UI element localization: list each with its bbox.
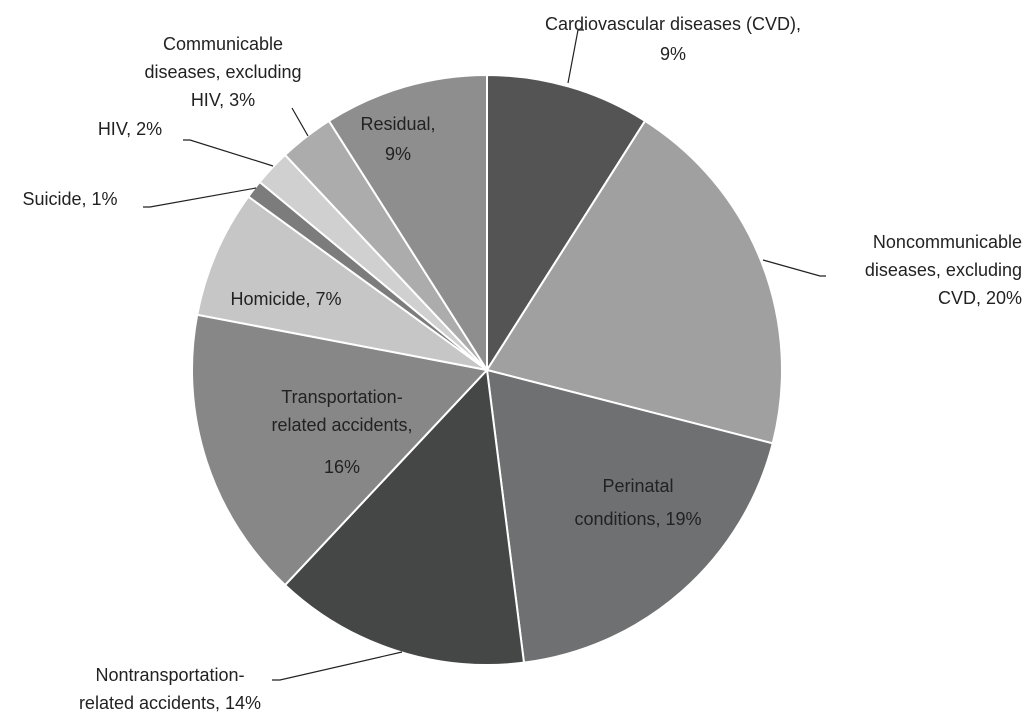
data-label: Residual, bbox=[360, 114, 435, 134]
data-label: Suicide, 1% bbox=[22, 189, 117, 209]
data-label: Homicide, 7% bbox=[230, 289, 341, 309]
data-label: related accidents, bbox=[271, 415, 412, 435]
data-label: HIV, 2% bbox=[98, 119, 162, 139]
data-label: 9% bbox=[385, 144, 411, 164]
data-label: diseases, excluding bbox=[144, 62, 301, 82]
leader-line bbox=[272, 651, 403, 681]
data-label: 9% bbox=[660, 44, 686, 64]
data-label: Cardiovascular diseases (CVD), bbox=[545, 14, 801, 34]
leader-line bbox=[183, 139, 274, 167]
data-label: Perinatal bbox=[602, 476, 673, 496]
data-label: Communicable bbox=[163, 34, 283, 54]
pie-slice bbox=[283, 367, 526, 666]
data-label: Noncommunicable bbox=[873, 232, 1022, 252]
pie-slice bbox=[191, 313, 489, 587]
data-label: Nontransportation- bbox=[95, 665, 244, 685]
leader-line bbox=[762, 259, 826, 277]
data-label: diseases, excluding bbox=[865, 260, 1022, 280]
leader-line bbox=[291, 107, 309, 137]
data-label: CVD, 20% bbox=[938, 288, 1022, 308]
data-label: related accidents, 14% bbox=[79, 693, 261, 713]
pie-slice bbox=[485, 119, 783, 445]
data-label: HIV, 3% bbox=[191, 90, 255, 110]
leader-line bbox=[143, 187, 257, 208]
data-label: 16% bbox=[324, 457, 360, 477]
pie-slice bbox=[327, 73, 488, 374]
leader-line bbox=[567, 29, 584, 84]
pie-slice bbox=[485, 368, 774, 664]
pie-slice bbox=[486, 73, 647, 374]
data-label: conditions, 19% bbox=[574, 509, 701, 529]
pie-slice bbox=[196, 195, 488, 371]
data-label: Transportation- bbox=[281, 387, 402, 407]
